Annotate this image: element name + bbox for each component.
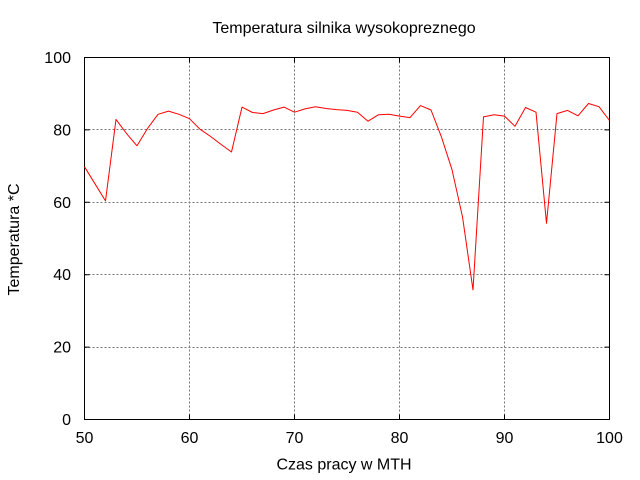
svg-text:80: 80: [53, 122, 71, 139]
svg-text:Temperatura *C: Temperatura *C: [6, 183, 23, 295]
svg-text:Czas pracy w MTH: Czas pracy w MTH: [276, 457, 411, 474]
svg-text:60: 60: [53, 195, 71, 212]
svg-text:50: 50: [76, 430, 94, 447]
svg-text:40: 40: [53, 267, 71, 284]
svg-text:20: 20: [53, 340, 71, 357]
svg-text:80: 80: [391, 430, 409, 447]
svg-text:100: 100: [44, 50, 71, 67]
svg-text:70: 70: [286, 430, 304, 447]
svg-text:90: 90: [496, 430, 514, 447]
svg-text:0: 0: [62, 412, 71, 429]
svg-text:Temperatura silnika wysokoprez: Temperatura silnika wysokopreznego: [212, 20, 475, 37]
svg-text:60: 60: [181, 430, 199, 447]
svg-text:100: 100: [596, 430, 623, 447]
